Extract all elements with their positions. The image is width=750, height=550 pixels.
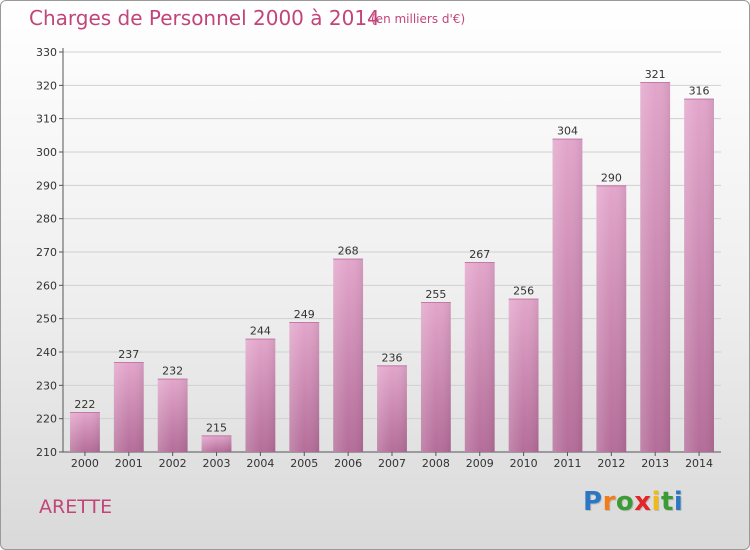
value-label: 237	[118, 348, 139, 361]
bar-shade	[333, 258, 364, 452]
y-tick-label: 290	[36, 179, 57, 192]
x-tick-label: 2012	[597, 457, 625, 470]
logo-letter: t	[660, 487, 674, 517]
y-tick-label: 270	[36, 246, 57, 259]
logo-letter: i	[651, 487, 661, 517]
x-tick-label: 2007	[378, 457, 406, 470]
bar-shade	[464, 262, 495, 452]
x-tick-label: 2008	[422, 457, 450, 470]
bar-shade	[201, 435, 232, 452]
y-tick-label: 260	[36, 279, 57, 292]
chart-title: Charges de Personnel 2000 à 2014	[29, 6, 380, 30]
bar-shade	[289, 322, 320, 452]
y-tick-label: 330	[36, 46, 57, 59]
x-tick-label: 2002	[159, 457, 187, 470]
logo-letter: r	[602, 487, 616, 517]
y-tick-label: 230	[36, 379, 57, 392]
value-label: 321	[645, 68, 666, 81]
logo-letter: o	[615, 487, 635, 517]
logo-letter: i	[673, 487, 684, 517]
y-tick-label: 220	[36, 413, 57, 426]
bar-shade	[377, 365, 407, 452]
value-label: 256	[513, 285, 534, 298]
value-label: 232	[162, 365, 183, 378]
axes: 210 220 230 240 250 260 270 280 290 300 310 320 330 2…	[36, 46, 721, 470]
chart-subtitle: (en milliers d'€)	[371, 12, 466, 26]
value-label: 249	[294, 308, 315, 321]
value-label: 267	[469, 248, 490, 261]
x-tick-label: 2006	[334, 457, 362, 470]
bar-shade	[596, 185, 627, 453]
x-tick-label: 2011	[553, 457, 581, 470]
y-tick-label: 320	[36, 79, 57, 92]
value-label: 290	[601, 171, 622, 184]
bar-shade	[70, 412, 100, 452]
x-tick-label: 2014	[685, 457, 713, 470]
bar-shade	[552, 138, 583, 452]
x-tick-label: 2004	[246, 457, 274, 470]
bar-shade	[420, 302, 451, 452]
x-tick-label: 2003	[203, 457, 231, 470]
value-label: 304	[557, 125, 578, 138]
commune-name: ARETTE	[39, 496, 113, 518]
bars	[70, 82, 714, 453]
value-label: 236	[382, 351, 403, 364]
y-tick-label: 240	[36, 346, 57, 359]
bar-shade	[508, 298, 539, 452]
x-tick-label: 2013	[641, 457, 669, 470]
x-tick-label: 2009	[466, 457, 494, 470]
x-tick-label: 2000	[71, 457, 99, 470]
y-tick-label: 300	[36, 146, 57, 159]
y-tick-label: 310	[36, 113, 57, 126]
y-tick-label: 280	[36, 213, 57, 226]
bar-shade	[640, 82, 671, 452]
bar-shade	[245, 338, 276, 452]
proxiti-logo: Proxiti	[583, 487, 683, 517]
value-label: 215	[206, 421, 227, 434]
x-tick-label: 2010	[510, 457, 538, 470]
bar-shade	[113, 362, 144, 452]
logo-letter: x	[634, 487, 652, 517]
value-labels: 222 237 232 215 244 249 268 236 255 267 256 304 290 3…	[74, 68, 709, 434]
value-label: 316	[689, 85, 710, 98]
bar-shade	[157, 378, 188, 452]
logo-letter: P	[583, 487, 603, 517]
y-tick-label: 250	[36, 313, 57, 326]
value-label: 255	[425, 288, 446, 301]
bar-shade	[684, 98, 714, 453]
value-label: 268	[338, 245, 359, 258]
x-tick-label: 2005	[290, 457, 318, 470]
y-tick-label: 210	[36, 446, 57, 459]
value-label: 222	[74, 398, 95, 411]
x-tick-label: 2001	[115, 457, 143, 470]
value-label: 244	[250, 325, 271, 338]
